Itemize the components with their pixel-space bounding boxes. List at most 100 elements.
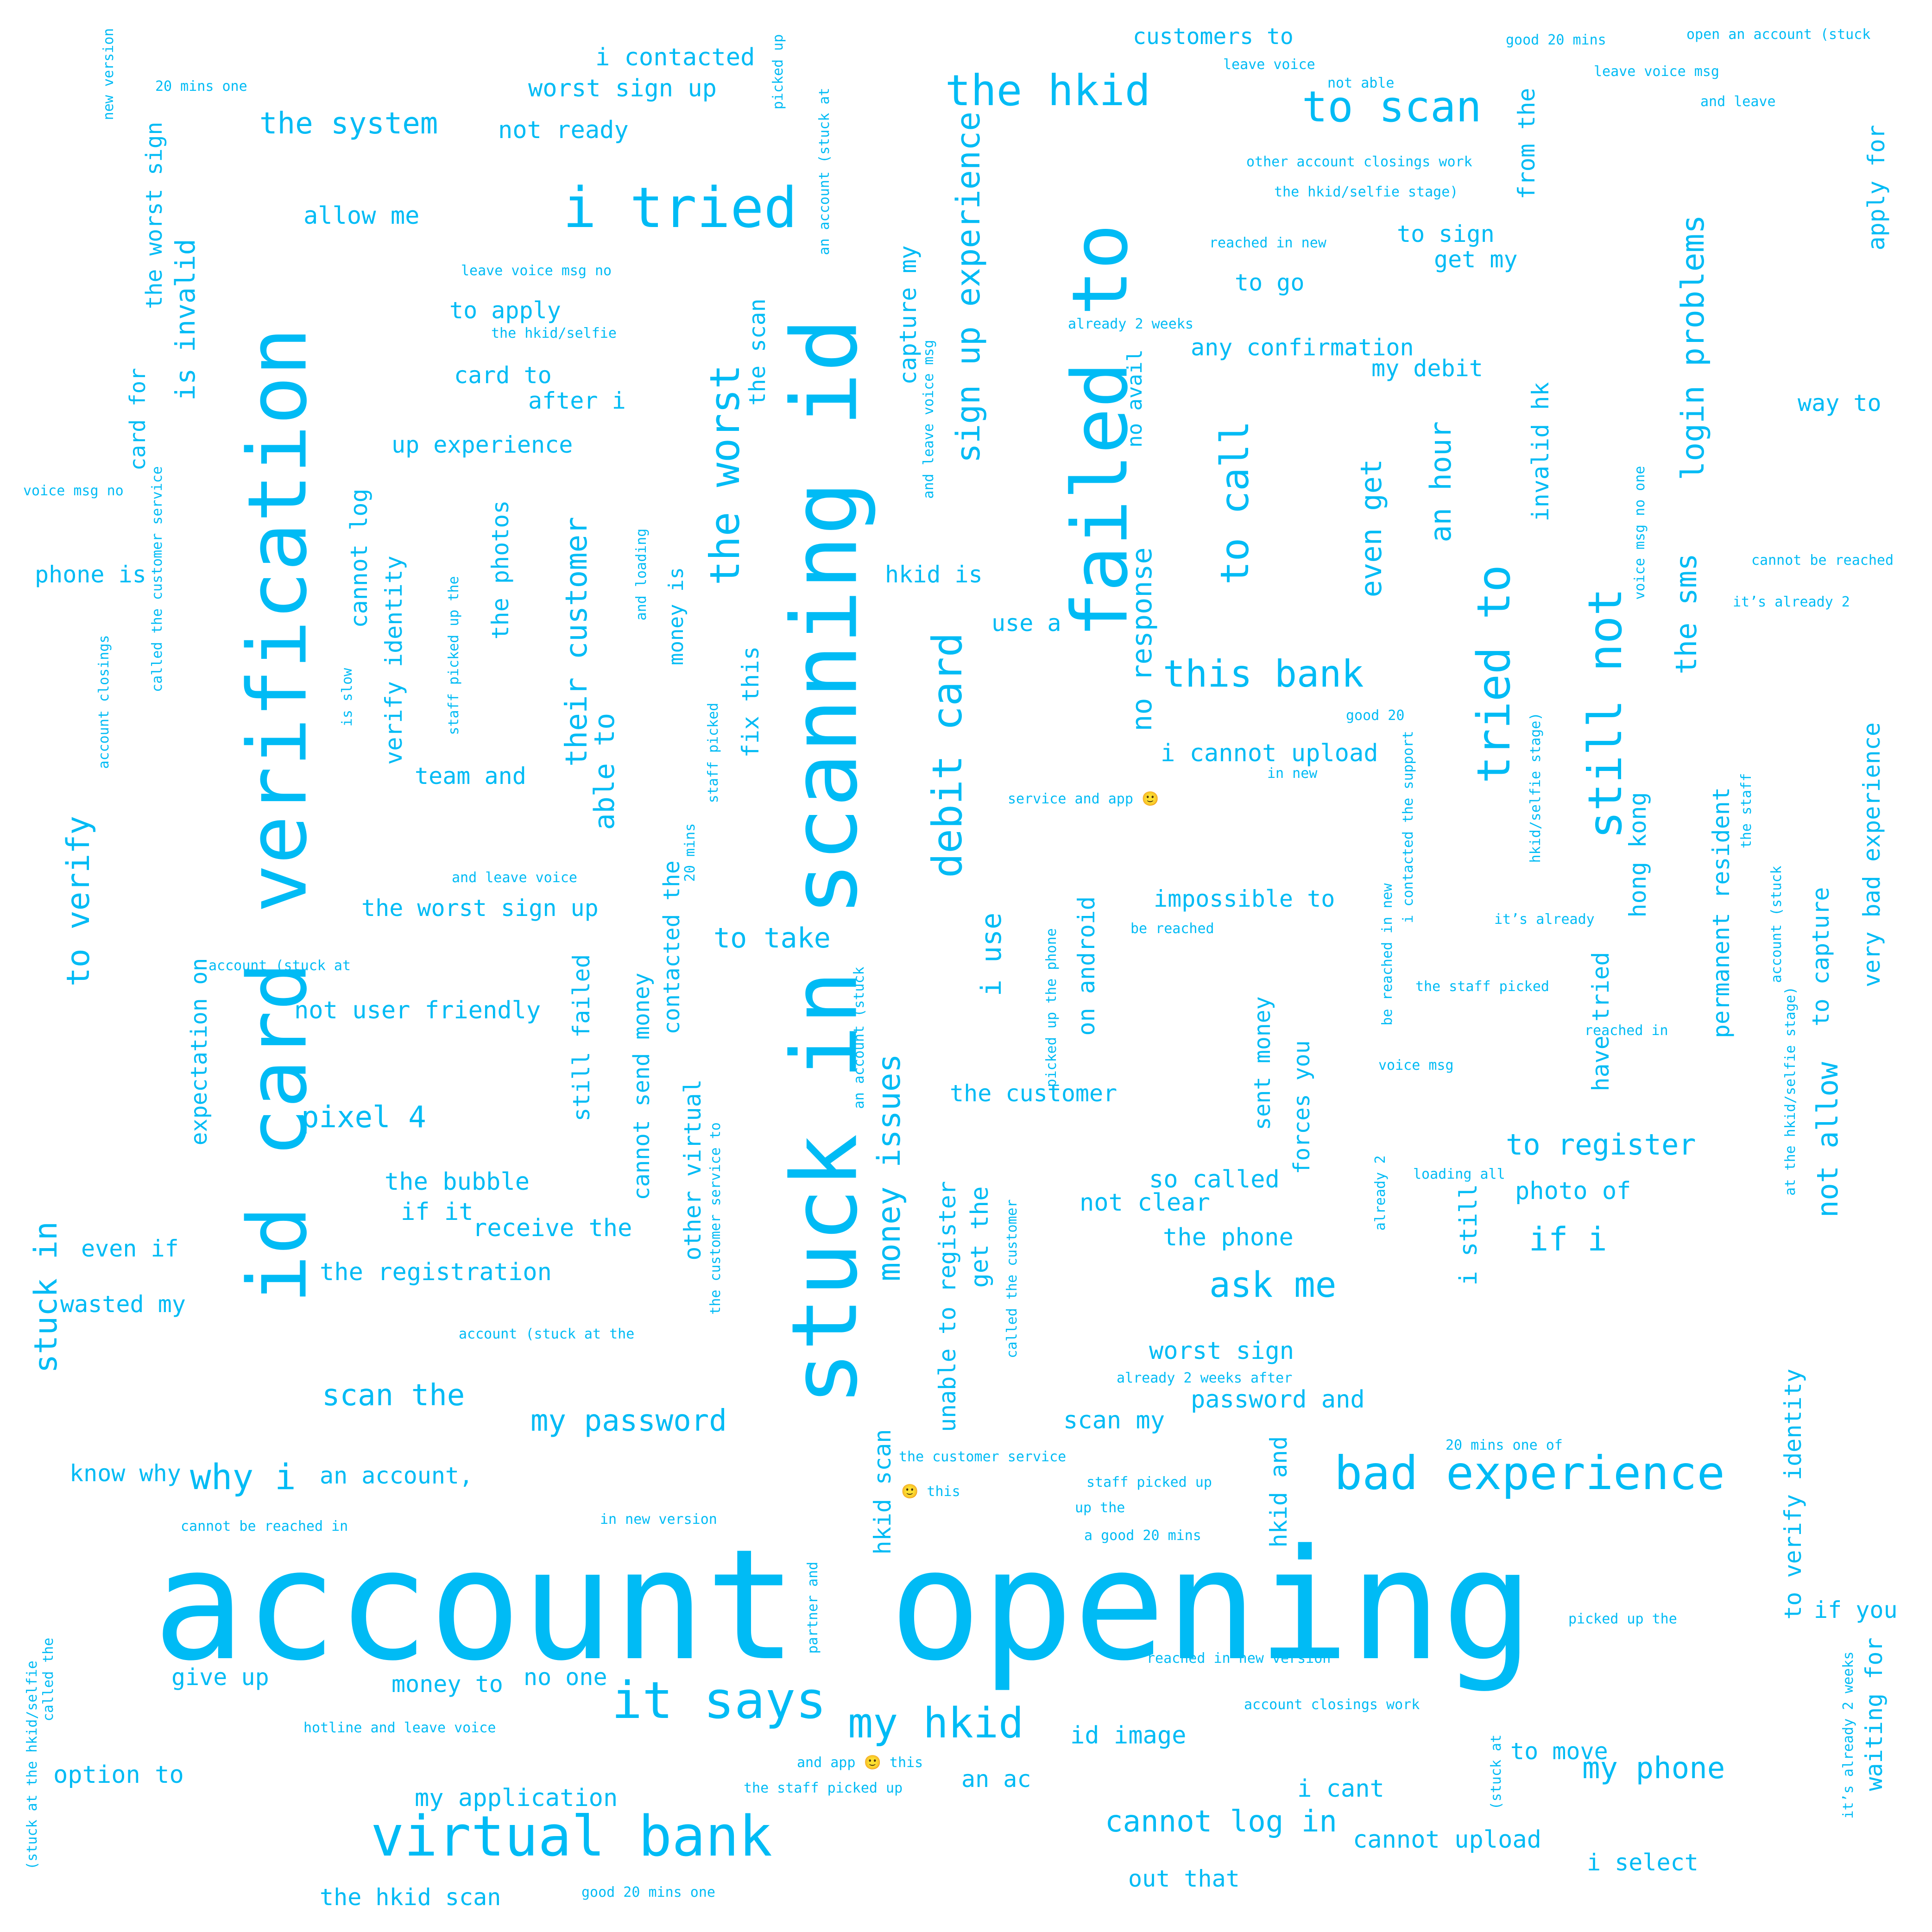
cloud-word: from the — [1513, 88, 1540, 200]
cloud-word: the photos — [487, 500, 514, 640]
cloud-word: 20 mins — [682, 823, 698, 882]
cloud-word: account (stuck at — [208, 958, 351, 974]
cloud-word: and leave voice msg — [921, 340, 937, 499]
cloud-word: an account, — [320, 1462, 474, 1489]
cloud-word: the worst — [701, 364, 749, 586]
cloud-word: impossible to — [1154, 885, 1335, 912]
cloud-word: expectation on — [186, 958, 212, 1146]
cloud-word: to sign — [1397, 221, 1495, 247]
cloud-word: fix this — [737, 646, 764, 758]
cloud-word: 🙂 this — [901, 1484, 960, 1500]
cloud-word: picked up — [770, 34, 786, 110]
cloud-word: scan my — [1063, 1407, 1165, 1434]
cloud-word: why i — [190, 1456, 296, 1497]
cloud-word: money issues — [871, 1054, 908, 1282]
cloud-word: the hkid — [945, 66, 1151, 115]
cloud-word: i use — [975, 912, 1008, 997]
cloud-word: to move — [1510, 1738, 1608, 1765]
cloud-word: 20 mins one of — [1446, 1437, 1563, 1453]
cloud-word: invalid hk — [1527, 382, 1554, 522]
cloud-word: 20 mins one — [155, 78, 247, 95]
cloud-word: the customer service — [899, 1449, 1067, 1465]
cloud-word: team and — [415, 763, 526, 789]
cloud-word: photo of — [1515, 1177, 1631, 1205]
cloud-word: id image — [1070, 1722, 1187, 1749]
cloud-word: my phone — [1582, 1751, 1725, 1786]
cloud-word: and loading — [633, 528, 650, 621]
cloud-word: money is — [664, 567, 688, 665]
cloud-word: after i — [528, 387, 626, 414]
cloud-word: cannot be reached in — [181, 1518, 348, 1534]
cloud-word: forces you — [1289, 1040, 1315, 1174]
cloud-word: login problems — [1675, 215, 1711, 480]
cloud-word: account closings — [96, 635, 112, 769]
cloud-word: any confirmation — [1191, 334, 1414, 361]
cloud-word: wasted my — [60, 1291, 186, 1318]
cloud-word: i still — [1455, 1184, 1483, 1286]
cloud-word: up experience — [391, 431, 573, 458]
cloud-word: the hkid/selfie stage) — [1274, 184, 1458, 200]
cloud-word: other account closings work — [1246, 154, 1472, 170]
cloud-word: the hkid scan — [320, 1884, 501, 1911]
cloud-word: it’s already — [1494, 911, 1595, 928]
cloud-word: the bubble — [385, 1168, 530, 1196]
cloud-word: an account (stuck — [851, 966, 867, 1109]
cloud-word: the phone — [1163, 1224, 1294, 1251]
cloud-word: new version — [101, 28, 117, 120]
cloud-word: the staff picked up — [744, 1780, 903, 1796]
cloud-word: i contacted the support — [1400, 731, 1416, 923]
cloud-word: still not — [1578, 588, 1632, 839]
cloud-word: the sms — [1669, 553, 1703, 675]
cloud-word: partner and — [805, 1561, 821, 1654]
cloud-word: the customer service to — [707, 1122, 724, 1315]
cloud-word: voice msg no one — [1632, 466, 1648, 600]
cloud-word: the hkid/selfie — [491, 325, 617, 341]
cloud-word: account (stuck — [1768, 865, 1785, 983]
cloud-word: phone is — [35, 561, 146, 588]
cloud-word: is slow — [339, 668, 355, 727]
cloud-word: have tried — [1587, 952, 1614, 1092]
cloud-word: good 20 — [1346, 707, 1405, 724]
cloud-word: know why — [69, 1460, 181, 1487]
cloud-word: contacted the — [659, 860, 685, 1035]
cloud-word: unable to register — [934, 1181, 961, 1432]
cloud-word: to call — [1212, 420, 1257, 585]
cloud-word: virtual bank — [371, 1805, 772, 1869]
cloud-word: in new version — [600, 1511, 717, 1528]
cloud-word: to take — [713, 922, 831, 954]
cloud-word: even get — [1354, 459, 1388, 598]
cloud-word: stuck in — [28, 1221, 64, 1373]
cloud-word: (stuck at — [1488, 1734, 1504, 1810]
cloud-word: on android — [1073, 896, 1100, 1036]
cloud-word: and app 🙂 this — [797, 1755, 923, 1771]
cloud-word: the worst sign up — [361, 895, 599, 922]
cloud-word: this bank — [1163, 652, 1364, 695]
cloud-word: able to — [588, 713, 621, 830]
cloud-word: stuck in scanning id — [772, 318, 878, 1406]
cloud-word: password and — [1191, 1386, 1365, 1414]
cloud-word: at the hkid/selfie stage) — [1782, 986, 1799, 1196]
cloud-word: scan the — [322, 1378, 465, 1413]
cloud-word: loading all — [1413, 1166, 1505, 1182]
cloud-word: allow me — [303, 202, 420, 230]
cloud-word: voice msg no — [23, 483, 124, 499]
cloud-word: account (stuck at the — [459, 1326, 635, 1342]
cloud-word: i tried — [563, 176, 797, 240]
cloud-word: leave voice msg — [1594, 63, 1719, 80]
cloud-word: the worst sign — [141, 121, 167, 309]
cloud-word: verify identity — [380, 556, 407, 765]
cloud-word: hong kong — [1624, 792, 1651, 918]
cloud-word: already 2 weeks — [1068, 316, 1193, 332]
cloud-word: worst sign up — [528, 75, 717, 102]
cloud-word: an hour — [1424, 421, 1458, 543]
cloud-word: good 20 mins — [1506, 32, 1606, 48]
cloud-word: so called — [1149, 1166, 1280, 1193]
cloud-word: the registration — [320, 1258, 552, 1286]
cloud-word: called the customer — [1004, 1199, 1020, 1358]
cloud-word: my debit — [1371, 355, 1483, 382]
cloud-word: i contacted — [595, 44, 755, 71]
cloud-word: get the — [966, 1186, 994, 1288]
cloud-word: card for — [125, 368, 150, 471]
cloud-word: use a — [991, 610, 1061, 637]
cloud-word: the staff — [1738, 773, 1755, 849]
